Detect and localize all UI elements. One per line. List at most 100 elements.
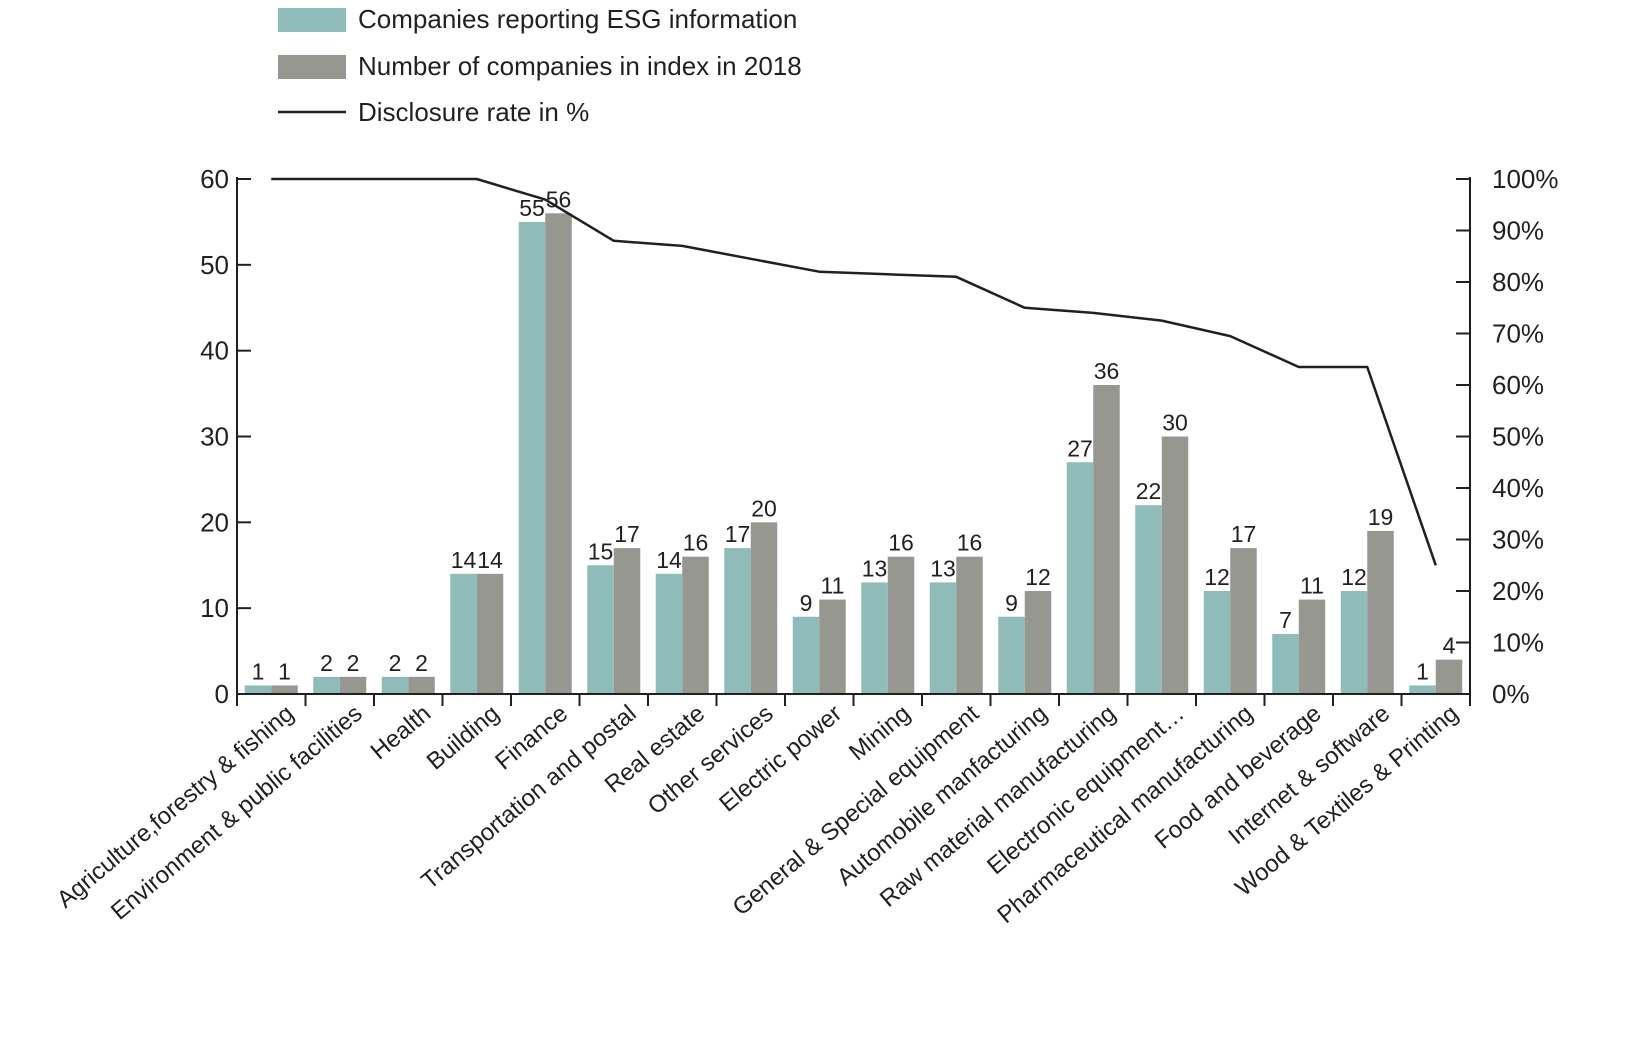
y-left-tick-label-3: 30 [200,422,229,452]
bar-esg-1 [313,676,340,694]
bar-index-16 [1367,530,1394,694]
data-label-index-3: 14 [477,547,503,573]
y-right-tick-label-7: 70% [1492,319,1544,349]
category-labels-layer: Agriculture,forestry & fishingEnvironmen… [52,700,1464,929]
bar-esg-9 [861,582,888,694]
bar-esg-6 [655,573,683,694]
data-label-esg-3: 14 [451,547,477,573]
data-label-index-8: 11 [821,573,845,599]
y-left-tick-label-4: 40 [200,336,229,366]
data-label-index-11: 12 [1025,564,1051,590]
data-label-esg-14: 12 [1204,564,1230,590]
bar-esg-13 [1135,505,1162,694]
y-right-tick-label-5: 50% [1492,422,1544,452]
category-label-3: Building [422,700,505,776]
legend-swatch-esg [278,8,346,32]
data-label-index-15: 11 [1300,573,1324,599]
bar-index-9 [887,556,915,694]
legend-label-rate: Disclosure rate in % [358,97,589,127]
data-label-esg-4: 55 [519,195,545,221]
data-label-esg-8: 9 [800,590,813,616]
bar-index-0 [271,685,298,694]
bar-index-10 [956,556,983,694]
y-right-tick-label-8: 80% [1492,267,1544,297]
bar-esg-12 [1066,462,1094,694]
data-label-index-16: 19 [1368,504,1394,530]
disclosure-rate-line-layer [271,177,1437,566]
y-right-tick-label-0: 0% [1492,679,1530,709]
data-label-esg-15: 7 [1279,607,1292,633]
data-label-esg-10: 13 [930,555,956,581]
data-label-index-1: 2 [347,650,360,676]
data-label-index-4: 56 [546,186,572,212]
data-label-index-9: 16 [888,530,914,556]
y-right-tick-label-3: 30% [1492,525,1544,555]
data-label-index-10: 16 [957,530,983,556]
bar-esg-11 [998,616,1025,694]
category-label-1: Environment & public facilities [106,700,368,926]
data-label-index-7: 20 [751,495,777,521]
bar-index-5 [613,548,641,694]
data-label-esg-12: 27 [1067,435,1093,461]
data-label-esg-2: 2 [389,650,402,676]
bar-index-12 [1093,385,1120,694]
data-label-index-5: 17 [614,521,640,547]
data-label-esg-6: 14 [656,547,682,573]
bar-index-2 [408,676,435,694]
bar-esg-14 [1203,591,1231,694]
disclosure-rate-line [271,177,1437,566]
bar-esg-10 [929,582,957,694]
data-label-esg-1: 2 [320,650,333,676]
bar-index-13 [1161,436,1189,694]
y-left-tick-label-1: 10 [200,593,229,623]
data-label-index-17: 4 [1443,633,1456,659]
bars-layer [244,213,1463,695]
bar-esg-0 [244,685,272,694]
data-label-index-12: 36 [1094,358,1120,384]
data-label-esg-9: 13 [862,555,888,581]
bar-index-8 [819,599,846,694]
y-right-tick-label-6: 60% [1492,370,1544,400]
y-right-tick-label-1: 10% [1492,628,1544,658]
data-label-esg-0: 1 [252,658,265,684]
bar-index-4 [545,213,572,695]
bar-esg-5 [587,565,614,694]
y-right-tick-label-2: 20% [1492,576,1544,606]
data-label-esg-16: 12 [1341,564,1367,590]
bar-index-7 [750,522,778,694]
category-label-8: Electric power [714,700,847,818]
bar-index-17 [1435,659,1463,694]
data-label-esg-7: 17 [725,521,751,547]
bar-esg-15 [1272,633,1299,694]
y-left-tick-label-5: 50 [200,250,229,280]
bar-esg-16 [1340,591,1368,694]
data-label-esg-5: 15 [588,538,614,564]
data-label-index-13: 30 [1162,410,1188,436]
y-left-tick-label-6: 60 [200,164,229,194]
bar-index-14 [1230,548,1257,694]
legend: Companies reporting ESG information Numbe… [278,4,802,127]
data-label-index-0: 1 [278,658,291,684]
data-label-esg-13: 22 [1136,478,1162,504]
bar-index-3 [476,573,504,694]
data-label-esg-17: 1 [1416,658,1429,684]
bar-esg-8 [792,616,820,694]
category-label-10: General & Special equipment [728,700,985,922]
y-left-tick-label-0: 0 [215,679,229,709]
data-label-index-14: 17 [1231,521,1257,547]
bar-esg-3 [450,573,477,694]
bar-esg-4 [518,221,546,694]
y-left-tick-label-2: 20 [200,507,229,537]
data-label-esg-11: 9 [1005,590,1018,616]
bar-esg-7 [724,548,751,694]
data-label-index-6: 16 [683,530,709,556]
legend-label-esg: Companies reporting ESG information [358,4,797,34]
bar-index-15 [1298,599,1326,694]
bar-esg-17 [1409,685,1436,694]
bar-esg-2 [381,676,409,694]
bar-index-11 [1024,591,1052,694]
y-right-tick-label-4: 40% [1492,473,1544,503]
